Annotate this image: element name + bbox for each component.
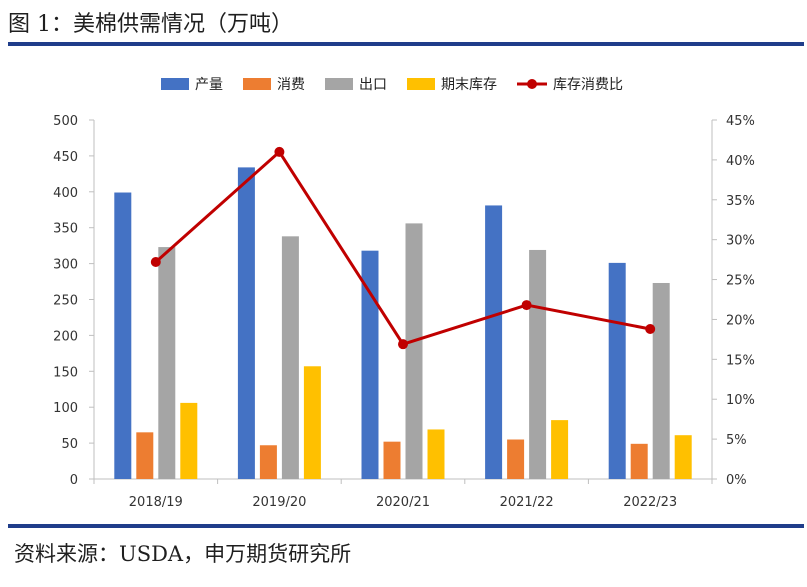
left-tick-label: 100	[53, 401, 78, 416]
bar	[361, 250, 379, 479]
bar	[158, 247, 176, 479]
line-point	[274, 146, 285, 157]
right-tick-label: 40%	[726, 154, 755, 169]
left-tick-label: 350	[53, 222, 78, 237]
legend-label: 消费	[277, 77, 305, 93]
left-tick-label: 450	[53, 150, 78, 165]
bar	[485, 205, 503, 479]
left-tick-label: 0	[70, 473, 78, 488]
legend-swatch	[161, 78, 189, 90]
legend-label: 库存消费比	[553, 77, 623, 93]
left-tick-label: 300	[53, 258, 78, 273]
right-tick-label: 45%	[726, 114, 755, 129]
legend-swatch	[527, 79, 537, 89]
right-tick-label: 10%	[726, 393, 755, 408]
line-point	[150, 257, 161, 268]
right-tick-label: 5%	[726, 433, 747, 448]
bar	[507, 439, 525, 479]
bar	[303, 366, 321, 479]
bar	[136, 432, 154, 479]
left-tick-label: 50	[61, 437, 78, 452]
bar	[608, 262, 626, 479]
bar	[674, 435, 692, 479]
line-point	[398, 339, 408, 350]
legend-swatch	[325, 78, 353, 90]
line-point	[521, 300, 532, 311]
bar	[551, 420, 569, 479]
top-rule	[8, 42, 804, 46]
legend-label: 期末库存	[441, 77, 497, 93]
source-note: 资料来源：USDA，申万期货研究所	[14, 542, 352, 566]
bar	[652, 282, 670, 479]
x-tick-label: 2019/20	[252, 495, 306, 510]
line-point	[645, 324, 656, 335]
bar	[630, 443, 648, 479]
left-tick-label: 250	[53, 294, 78, 309]
right-tick-label: 35%	[726, 194, 755, 209]
x-tick-label: 2018/19	[129, 495, 183, 510]
right-tick-label: 0%	[726, 473, 747, 488]
figure-title: 图 1：美棉供需情况（万吨）	[8, 12, 293, 37]
legend-swatch	[407, 78, 435, 90]
right-tick-label: 30%	[726, 234, 755, 249]
bar	[259, 445, 277, 479]
legend-label: 产量	[195, 77, 223, 93]
bar	[281, 236, 299, 479]
right-tick-label: 20%	[726, 313, 755, 328]
bar	[405, 223, 423, 479]
right-tick-label: 25%	[726, 274, 755, 289]
x-tick-label: 2021/22	[500, 495, 554, 510]
left-tick-label: 400	[53, 186, 78, 201]
bar	[529, 249, 547, 479]
bar	[237, 167, 255, 479]
legend-label: 出口	[359, 77, 387, 93]
x-tick-label: 2022/23	[623, 495, 677, 510]
left-tick-label: 500	[53, 114, 78, 129]
series-line	[154, 149, 651, 346]
bar	[383, 441, 401, 479]
bar	[114, 192, 132, 479]
right-tick-label: 15%	[726, 353, 755, 368]
x-tick-label: 2020/21	[376, 495, 430, 510]
left-tick-label: 200	[53, 329, 78, 344]
bottom-rule	[8, 524, 804, 528]
bar	[180, 402, 198, 479]
legend-swatch	[243, 78, 271, 90]
left-tick-label: 150	[53, 365, 78, 380]
bar	[427, 429, 445, 479]
